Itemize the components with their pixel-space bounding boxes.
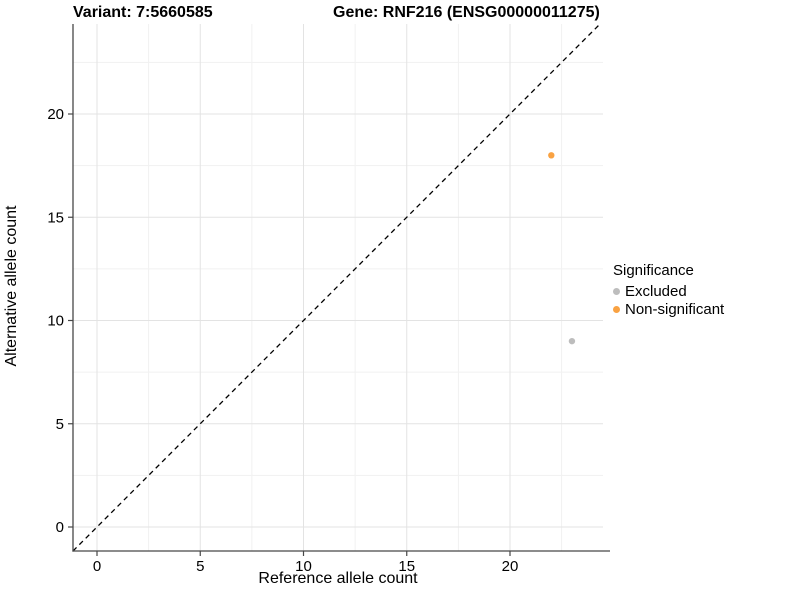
y-tick-label: 0 <box>56 519 64 536</box>
variant-title: Variant: 7:5660585 <box>73 4 213 21</box>
gene-title: Gene: RNF216 (ENSG00000011275) <box>333 4 600 21</box>
legend-item-label: Excluded <box>625 283 687 300</box>
y-axis-title: Alternative allele count <box>3 205 20 367</box>
legend-item-label: Non-significant <box>625 301 725 318</box>
identity-line <box>72 23 601 552</box>
y-tick-label: 10 <box>47 313 64 330</box>
legend-item-non-significant: Non-significant <box>613 301 724 318</box>
y-tick-label: 5 <box>56 416 64 433</box>
legend-item-excluded: Excluded <box>613 283 724 300</box>
scatter-point-excluded <box>568 337 576 345</box>
legend-title: Significance <box>613 262 694 279</box>
x-tick-label: 5 <box>196 558 204 575</box>
x-axis-title: Reference allele count <box>258 570 418 587</box>
y-tick-label: 15 <box>47 209 64 226</box>
x-tick-label: 20 <box>502 558 519 575</box>
non-significant-dot-icon <box>613 306 620 313</box>
y-tick-label: 20 <box>47 106 64 123</box>
legend: Significance Excluded Non-significant <box>613 262 724 319</box>
x-tick-label: 10 <box>295 558 312 575</box>
excluded-dot-icon <box>613 288 620 295</box>
scatter-point-non-significant <box>548 152 555 159</box>
x-tick-label: 15 <box>398 558 415 575</box>
x-tick-label: 0 <box>93 558 101 575</box>
